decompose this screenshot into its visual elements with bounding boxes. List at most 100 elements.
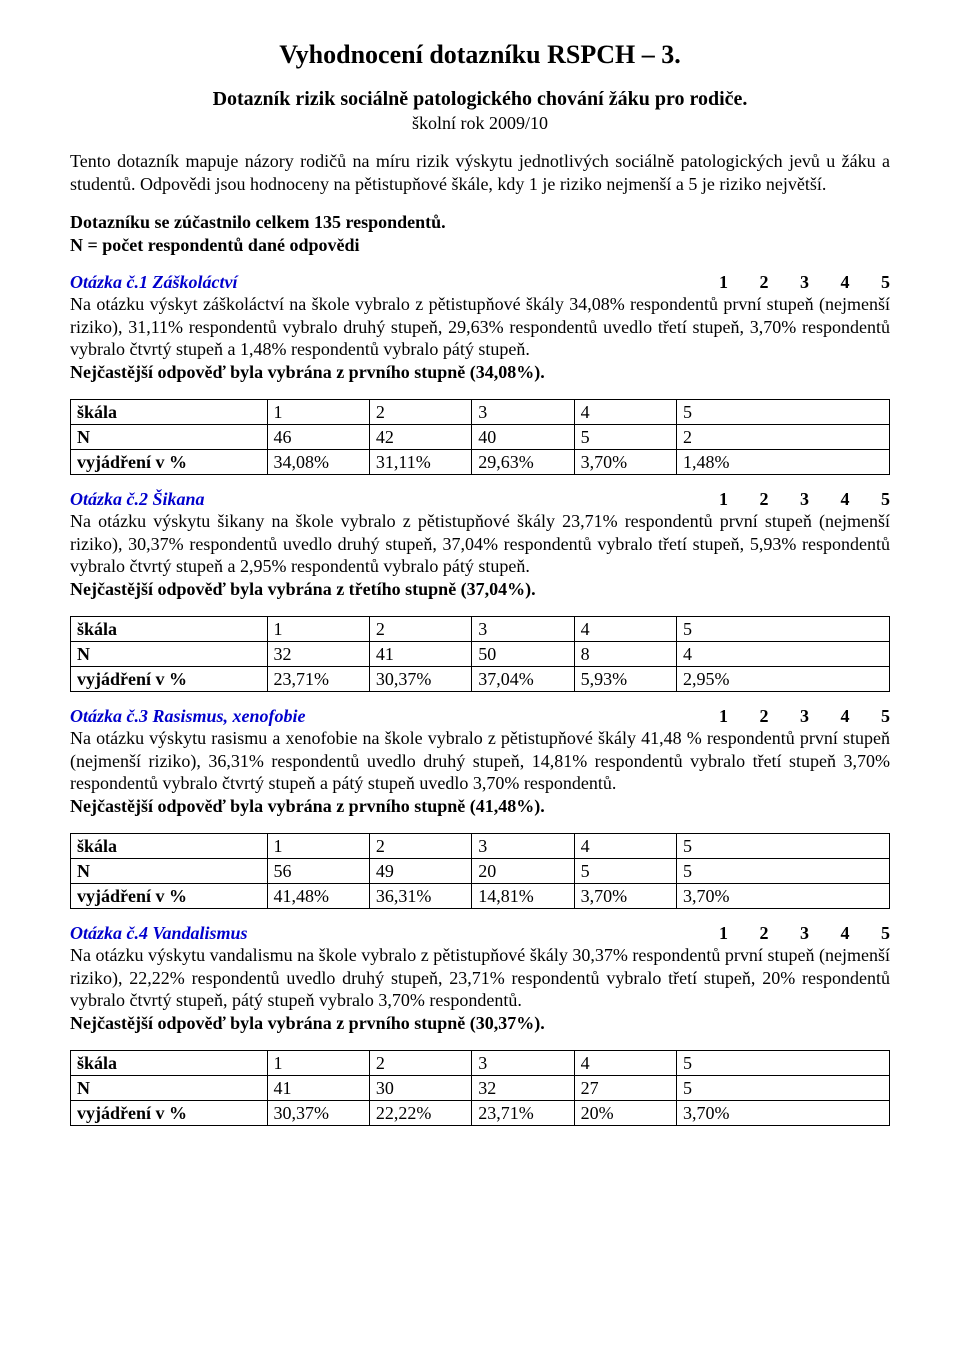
- table-cell: 40: [472, 425, 574, 450]
- row-label-pct: vyjádření v %: [71, 1101, 268, 1126]
- question-3-title: Otázka č.3 Rasismus, xenofobie: [70, 706, 306, 727]
- row-label-n: N: [71, 859, 268, 884]
- table-cell: 2,95%: [677, 667, 890, 692]
- table-cell: 5: [574, 425, 676, 450]
- row-label-pct: vyjádření v %: [71, 667, 268, 692]
- table-cell: 5: [677, 617, 890, 642]
- table-cell: 41,48%: [267, 884, 369, 909]
- page-subtitle: Dotazník rizik sociálně patologického ch…: [70, 88, 890, 111]
- table-row: škála 1 2 3 4 5: [71, 400, 890, 425]
- table-cell: 3,70%: [677, 884, 890, 909]
- question-4-table: škála 1 2 3 4 5 N 41 30 32 27 5 vyjádřen…: [70, 1050, 890, 1126]
- table-cell: 4: [574, 400, 676, 425]
- table-cell: 4: [574, 834, 676, 859]
- table-cell: 1,48%: [677, 450, 890, 475]
- question-2-table: škála 1 2 3 4 5 N 32 41 50 8 4 vyjádření…: [70, 616, 890, 692]
- table-cell: 41: [369, 642, 471, 667]
- row-label-scale: škála: [71, 400, 268, 425]
- table-cell: 4: [677, 642, 890, 667]
- question-2-title: Otázka č.2 Šikana: [70, 489, 205, 510]
- table-cell: 27: [574, 1076, 676, 1101]
- table-cell: 46: [267, 425, 369, 450]
- table-cell: 3: [472, 400, 574, 425]
- row-label-scale: škála: [71, 834, 268, 859]
- table-cell: 5: [677, 834, 890, 859]
- table-cell: 31,11%: [369, 450, 471, 475]
- table-cell: 41: [267, 1076, 369, 1101]
- table-cell: 5: [677, 859, 890, 884]
- question-2-body: Na otázku výskytu šikany na škole vybral…: [70, 510, 890, 578]
- row-label-scale: škála: [71, 1051, 268, 1076]
- table-cell: 5: [574, 859, 676, 884]
- table-cell: 3,70%: [574, 450, 676, 475]
- table-cell: 1: [267, 834, 369, 859]
- table-cell: 32: [267, 642, 369, 667]
- table-cell: 5: [677, 1076, 890, 1101]
- table-cell: 42: [369, 425, 471, 450]
- table-row: vyjádření v % 30,37% 22,22% 23,71% 20% 3…: [71, 1101, 890, 1126]
- table-cell: 2: [369, 834, 471, 859]
- table-row: vyjádření v % 23,71% 30,37% 37,04% 5,93%…: [71, 667, 890, 692]
- table-row: vyjádření v % 41,48% 36,31% 14,81% 3,70%…: [71, 884, 890, 909]
- row-label-pct: vyjádření v %: [71, 450, 268, 475]
- question-2-summary: Nejčastější odpověď byla vybrána z třetí…: [70, 578, 890, 601]
- table-cell: 56: [267, 859, 369, 884]
- table-cell: 23,71%: [267, 667, 369, 692]
- table-row: N 32 41 50 8 4: [71, 642, 890, 667]
- question-1-heading: Otázka č.1 Záškoláctví 1 2 3 4 5: [70, 272, 890, 293]
- table-cell: 3,70%: [574, 884, 676, 909]
- question-1-body: Na otázku výskyt záškoláctví na škole vy…: [70, 293, 890, 361]
- table-cell: 8: [574, 642, 676, 667]
- table-cell: 30: [369, 1076, 471, 1101]
- question-4-body: Na otázku výskytu vandalismu na škole vy…: [70, 944, 890, 1012]
- question-3-body: Na otázku výskytu rasismu a xenofobie na…: [70, 727, 890, 795]
- table-cell: 5: [677, 1051, 890, 1076]
- table-cell: 23,71%: [472, 1101, 574, 1126]
- table-row: škála 1 2 3 4 5: [71, 1051, 890, 1076]
- table-cell: 3,70%: [677, 1101, 890, 1126]
- table-cell: 4: [574, 617, 676, 642]
- table-cell: 3: [472, 834, 574, 859]
- table-row: N 56 49 20 5 5: [71, 859, 890, 884]
- question-3-summary: Nejčastější odpověď byla vybrána z první…: [70, 795, 890, 818]
- table-cell: 30,37%: [267, 1101, 369, 1126]
- table-cell: 4: [574, 1051, 676, 1076]
- question-2-heading: Otázka č.2 Šikana 1 2 3 4 5: [70, 489, 890, 510]
- table-cell: 34,08%: [267, 450, 369, 475]
- table-cell: 29,63%: [472, 450, 574, 475]
- row-label-n: N: [71, 642, 268, 667]
- question-1-summary: Nejčastější odpověď byla vybrána z první…: [70, 361, 890, 384]
- table-cell: 30,37%: [369, 667, 471, 692]
- table-cell: 37,04%: [472, 667, 574, 692]
- table-row: škála 1 2 3 4 5: [71, 834, 890, 859]
- table-cell: 2: [369, 1051, 471, 1076]
- table-row: N 46 42 40 5 2: [71, 425, 890, 450]
- question-4-scale-nums: 1 2 3 4 5: [248, 923, 890, 944]
- table-cell: 5,93%: [574, 667, 676, 692]
- page-title: Vyhodnocení dotazníku RSPCH – 3.: [70, 40, 890, 70]
- table-row: N 41 30 32 27 5: [71, 1076, 890, 1101]
- question-2-scale-nums: 1 2 3 4 5: [205, 489, 890, 510]
- intro-respondents: Dotazníku se zúčastnilo celkem 135 respo…: [70, 211, 890, 234]
- table-cell: 36,31%: [369, 884, 471, 909]
- question-4-title: Otázka č.4 Vandalismus: [70, 923, 248, 944]
- question-3-scale-nums: 1 2 3 4 5: [306, 706, 890, 727]
- table-cell: 2: [677, 425, 890, 450]
- table-row: škála 1 2 3 4 5: [71, 617, 890, 642]
- table-cell: 1: [267, 617, 369, 642]
- table-cell: 2: [369, 400, 471, 425]
- question-4-heading: Otázka č.4 Vandalismus 1 2 3 4 5: [70, 923, 890, 944]
- school-year: školní rok 2009/10: [70, 113, 890, 134]
- table-cell: 14,81%: [472, 884, 574, 909]
- question-1-table: škála 1 2 3 4 5 N 46 42 40 5 2 vyjádření…: [70, 399, 890, 475]
- table-row: vyjádření v % 34,08% 31,11% 29,63% 3,70%…: [71, 450, 890, 475]
- intro-paragraph-1: Tento dotazník mapuje názory rodičů na m…: [70, 150, 890, 195]
- table-cell: 1: [267, 1051, 369, 1076]
- table-cell: 3: [472, 1051, 574, 1076]
- question-3-heading: Otázka č.3 Rasismus, xenofobie 1 2 3 4 5: [70, 706, 890, 727]
- table-cell: 20: [472, 859, 574, 884]
- table-cell: 2: [369, 617, 471, 642]
- question-1-title: Otázka č.1 Záškoláctví: [70, 272, 237, 293]
- table-cell: 32: [472, 1076, 574, 1101]
- row-label-n: N: [71, 1076, 268, 1101]
